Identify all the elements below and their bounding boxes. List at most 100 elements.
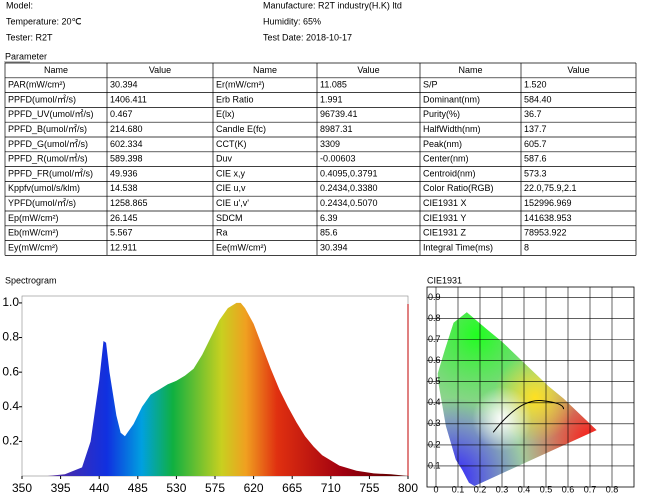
- cell-value: 0.467: [110, 109, 133, 119]
- cell-value: 22.0,75.9,2.1: [524, 183, 577, 193]
- cell-value: 0.4095,0.3791: [320, 168, 378, 178]
- cell-name: Ra: [216, 228, 228, 238]
- chart-title: Spectrogram: [5, 275, 57, 285]
- cell-value: 137.7: [524, 124, 547, 134]
- cell-name: Integral Time(ms): [423, 242, 493, 252]
- y-tick-label: 0.6: [2, 364, 19, 378]
- temperature: Temperature: 20℃: [6, 16, 82, 26]
- cell-value: 8: [524, 242, 529, 252]
- x-tick-label: 620: [244, 481, 264, 495]
- cell-name: CIE1931 X: [423, 198, 467, 208]
- cell-value: 1.520: [524, 80, 547, 90]
- cell-value: 30.394: [320, 242, 348, 252]
- y-tick-label: 0.5: [428, 376, 441, 386]
- cell-value: 14.538: [110, 183, 138, 193]
- cell-value: 96739.41: [320, 109, 358, 119]
- table-title: Parameter: [5, 51, 47, 61]
- spectrogram: Spectrogram 0.2 0.4 0.6 0.8 1.0 350 395 440 485 53…: [2, 275, 418, 495]
- cell-value: 5.567: [110, 228, 133, 238]
- cell-value: 573.3: [524, 168, 547, 178]
- spectrum-area: [47, 302, 408, 476]
- cell-name: CIE1931 Z: [423, 228, 467, 238]
- parameter-table: Name Value Name Value Name Value PAR(mW/cm²) 30…: [4, 62, 637, 256]
- y-tick-label: 0.4: [428, 397, 441, 407]
- cell-name: CCT(K): [216, 139, 247, 149]
- cell-name: Peak(nm): [423, 139, 462, 149]
- cell-name: PPFD(umol/㎡/s): [8, 94, 76, 104]
- cell-name: E(lx): [216, 109, 235, 119]
- cell-name: Candle E(fc): [216, 124, 266, 134]
- cell-value: 141638.953: [524, 213, 572, 223]
- cell-name: Ee(mW/cm²): [216, 242, 267, 252]
- x-tick-label: 0.3: [496, 484, 509, 494]
- cell-name: CIE1931 Y: [423, 213, 466, 223]
- cell-name: YPFD(umol/㎡/s): [8, 198, 76, 208]
- tester: Tester: R2T: [6, 32, 53, 42]
- cell-name: Eb(mW/cm²): [8, 228, 59, 238]
- x-tick-label: 0.6: [562, 484, 575, 494]
- cell-name: PPFD_UV(umol/㎡/s): [8, 109, 94, 119]
- humidity: Humidity: 65%: [263, 16, 321, 26]
- x-tick-label: 350: [12, 481, 32, 495]
- cell-value: 26.145: [110, 213, 138, 223]
- x-tick-label: 800: [398, 481, 418, 495]
- column-header: Name: [44, 65, 68, 75]
- cell-name: PAR(mW/cm²): [8, 80, 65, 90]
- column-header: Name: [253, 65, 277, 75]
- x-tick-label: 0.5: [540, 484, 553, 494]
- cell-value: 78953.922: [524, 228, 567, 238]
- cell-value: 0.2434,0.5070: [320, 198, 378, 208]
- cell-value: 1406.411: [110, 94, 147, 104]
- cell-value: 11.085: [320, 80, 347, 90]
- cell-name: S/P: [423, 80, 438, 90]
- cell-name: CIE u,v: [216, 183, 246, 193]
- cell-name: CIE u',v': [216, 198, 249, 208]
- cell-value: 85.6: [320, 228, 338, 238]
- planckian-locus: [492, 400, 565, 433]
- cell-value: 0.2434,0.3380: [320, 183, 378, 193]
- cell-name: PPFD_FR(umol/㎡/s): [8, 168, 93, 178]
- cie-chart: CIE1931 0.1 0.2 0.3 0.4 0.5 0.6 0.7 0.8 0.9 0 0.1 0.…: [426, 275, 635, 494]
- cell-value: 605.7: [524, 139, 547, 149]
- cell-name: PPFD_G(umol/㎡/s): [8, 139, 88, 149]
- cell-name: Erb Ratio: [216, 94, 254, 104]
- x-tick-label: 0.2: [474, 484, 487, 494]
- y-tick-label: 0.2: [2, 434, 19, 448]
- x-tick-label: 0.8: [606, 484, 619, 494]
- y-tick-label: 0.7: [428, 334, 441, 344]
- cell-name: Purity(%): [423, 109, 460, 119]
- cell-value: 602.334: [110, 139, 143, 149]
- y-tick-label: 0.6: [428, 355, 441, 365]
- cell-name: CIE x,y: [216, 168, 246, 178]
- y-tick-label: 0.8: [2, 330, 19, 344]
- cell-value: 587.6: [524, 154, 547, 164]
- y-tick-label: 1.0: [2, 295, 19, 309]
- cell-name: Duv: [216, 154, 233, 164]
- x-tick-label: 755: [359, 481, 379, 495]
- y-tick-label: 0.1: [428, 460, 441, 470]
- cell-value: 6.39: [320, 213, 338, 223]
- cell-name: Ep(mW/cm²): [8, 213, 59, 223]
- x-tick-label: 0.1: [452, 484, 465, 494]
- manufacture: Manufacture: R2T industry(H.K) ltd: [263, 0, 402, 10]
- cell-value: 30.394: [110, 80, 138, 90]
- cell-value: 1.991: [320, 94, 343, 104]
- x-tick-label: 485: [128, 481, 148, 495]
- cell-value: 584.40: [524, 94, 552, 104]
- cell-name: SDCM: [216, 213, 243, 223]
- cell-name: PPFD_R(umol/㎡/s): [8, 154, 88, 164]
- cell-value: 12.911: [110, 242, 137, 252]
- x-tick-label: 0.7: [584, 484, 597, 494]
- cell-value: 49.936: [110, 168, 138, 178]
- cell-name: PPFD_B(umol/㎡/s): [8, 124, 87, 134]
- test-date: Test Date: 2018-10-17: [263, 32, 352, 42]
- cell-name: Center(nm): [423, 154, 469, 164]
- x-tick-label: 530: [166, 481, 186, 495]
- x-tick-label: 0.4: [518, 484, 531, 494]
- x-tick-label: 665: [282, 481, 302, 495]
- x-tick-label: 0: [433, 484, 438, 494]
- model: Model:: [6, 0, 33, 10]
- cell-value: 589.398: [110, 154, 143, 164]
- chart-title: CIE1931: [427, 275, 462, 285]
